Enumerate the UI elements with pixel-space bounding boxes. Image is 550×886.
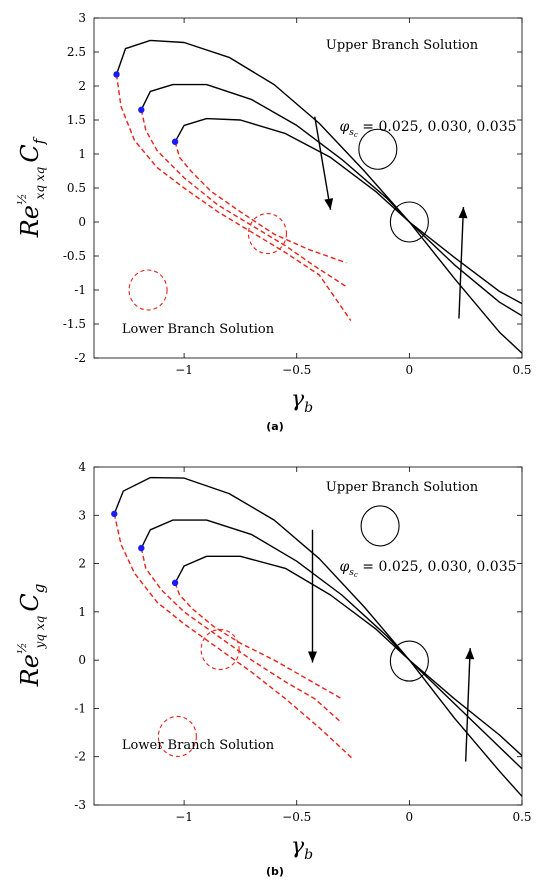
x-tick-label: 0.5 xyxy=(512,363,531,377)
arrow-head xyxy=(308,651,318,663)
x-tick-label: −1 xyxy=(175,363,193,377)
upper-branch-line xyxy=(174,117,523,305)
upper-branch-label: Upper Branch Solution xyxy=(326,480,479,495)
y-tick-label: 0 xyxy=(78,215,86,229)
y-tick-label: 1 xyxy=(78,605,86,619)
parameter-label: φsc = 0.025, 0.030, 0.035 xyxy=(339,119,516,139)
y-tick-label: 3 xyxy=(78,508,86,522)
lower-branch-label: Lower Branch Solution xyxy=(122,322,275,337)
lower-branch-circle xyxy=(128,269,168,311)
y-tick-label: 0.5 xyxy=(67,181,86,195)
lower-branch-circle xyxy=(200,628,240,671)
upper-branch-circle xyxy=(358,128,398,170)
figure-panel-a: −1 −0.5 0 0.5 -2 -1.5 -1 -0.5 0 0.5 1 1.5 2 2.5 3 Upper… xyxy=(15,11,532,433)
lower-branch-line xyxy=(115,74,352,321)
turning-point-marker xyxy=(113,71,120,78)
axes-frame xyxy=(93,466,523,806)
figure-panel-b: −1 −0.5 0 0.5 -3 -2 -1 0 1 2 3 4 Upper Branch Soluti… xyxy=(0,443,550,886)
y-tick-label: 1.5 xyxy=(67,113,86,127)
y-tick-label: 0 xyxy=(78,653,86,667)
x-axis-label: γb xyxy=(291,834,313,863)
parameter-label: φsc = 0.025, 0.030, 0.035 xyxy=(339,559,516,579)
upper-branch-circle xyxy=(389,201,429,243)
y-axis-label: Re½ xq xqCf xyxy=(15,136,48,238)
y-tick-label: -2 xyxy=(74,351,86,365)
y-tick-label: 2 xyxy=(78,557,86,571)
y-tick-label: 1 xyxy=(78,147,86,161)
x-tick-label: −1 xyxy=(175,810,193,824)
lower-branch-line xyxy=(174,141,347,264)
turning-point-marker xyxy=(138,106,145,114)
trend-arrow xyxy=(464,648,471,762)
x-tick-label: 0.5 xyxy=(512,810,531,824)
y-axis-label-text: Re½ yq xqCg xyxy=(15,584,48,688)
arrow-head xyxy=(324,198,334,210)
lower-branch-circle xyxy=(157,715,197,757)
lower-branch-line xyxy=(140,547,343,724)
lower-branch-label: Lower Branch Solution xyxy=(122,738,275,753)
y-tick-label: -1.5 xyxy=(63,317,86,331)
x-tick-label: 0 xyxy=(406,810,414,824)
chart-b: −1 −0.5 0 0.5 -3 -2 -1 0 1 2 3 4 Upper Branch Soluti… xyxy=(15,460,532,863)
upper-branch-line xyxy=(115,39,523,354)
turning-point-marker xyxy=(138,544,145,552)
upper-branch-line xyxy=(174,555,523,757)
x-axis-label: γb xyxy=(291,387,313,416)
upper-branch-circle xyxy=(360,505,400,547)
turning-point-marker xyxy=(171,579,179,587)
trend-arrow xyxy=(458,207,465,319)
y-tick-label: 4 xyxy=(78,460,86,474)
x-tick-label: 0 xyxy=(406,363,414,377)
x-tick-label: −0.5 xyxy=(282,363,311,377)
axes-frame xyxy=(93,17,523,359)
y-tick-label: -1 xyxy=(74,701,86,715)
trend-arrow xyxy=(314,116,332,210)
y-axis-label-text: Re½ xq xqCf xyxy=(15,136,48,238)
arrow-head xyxy=(465,648,475,660)
upper-branch-circle xyxy=(389,640,429,682)
turning-point-marker xyxy=(171,138,179,145)
upper-branch-label: Upper Branch Solution xyxy=(326,38,479,53)
lower-branch-line xyxy=(140,109,347,288)
turning-point-marker xyxy=(111,510,118,518)
y-tick-label: -0.5 xyxy=(63,249,86,263)
y-tick-label: 3 xyxy=(78,11,86,25)
y-tick-label: -3 xyxy=(74,798,86,812)
upper-branch-line xyxy=(140,519,523,770)
chart-a: −1 −0.5 0 0.5 -2 -1.5 -1 -0.5 0 0.5 1 1.5 2 2.5 3 Upper… xyxy=(15,11,532,416)
y-tick-label: 2.5 xyxy=(67,45,86,59)
panel-caption-a: (a) xyxy=(266,420,284,433)
y-axis-label: Re½ yq xqCg xyxy=(15,584,48,688)
panel-caption-b: (b) xyxy=(266,865,284,878)
arrow-head xyxy=(458,207,468,219)
upper-branch-line xyxy=(113,476,523,797)
lower-branch-line xyxy=(174,582,343,700)
lower-branch-line xyxy=(113,513,354,760)
x-tick-label: −0.5 xyxy=(282,810,311,824)
y-tick-label: -1 xyxy=(74,283,86,297)
lower-branch-circle xyxy=(247,213,288,255)
y-tick-label: -2 xyxy=(74,750,86,764)
y-tick-label: 2 xyxy=(78,79,86,93)
